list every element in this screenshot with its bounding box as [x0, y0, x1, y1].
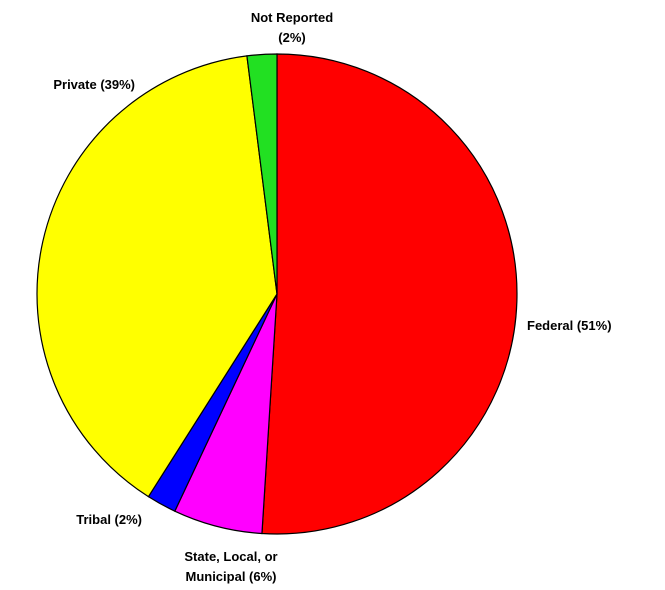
slice-label: State, Local, or Municipal (6%) — [184, 549, 277, 584]
pie-slice — [36, 55, 278, 498]
pie-slice — [261, 53, 518, 535]
slice-label: Private (39%) — [53, 77, 135, 92]
slice-label: Federal (51%) — [527, 318, 612, 333]
slice-label: Tribal (2%) — [76, 512, 142, 527]
pie-slice — [246, 53, 278, 295]
slice-label: Not Reported (2%) — [251, 10, 333, 45]
